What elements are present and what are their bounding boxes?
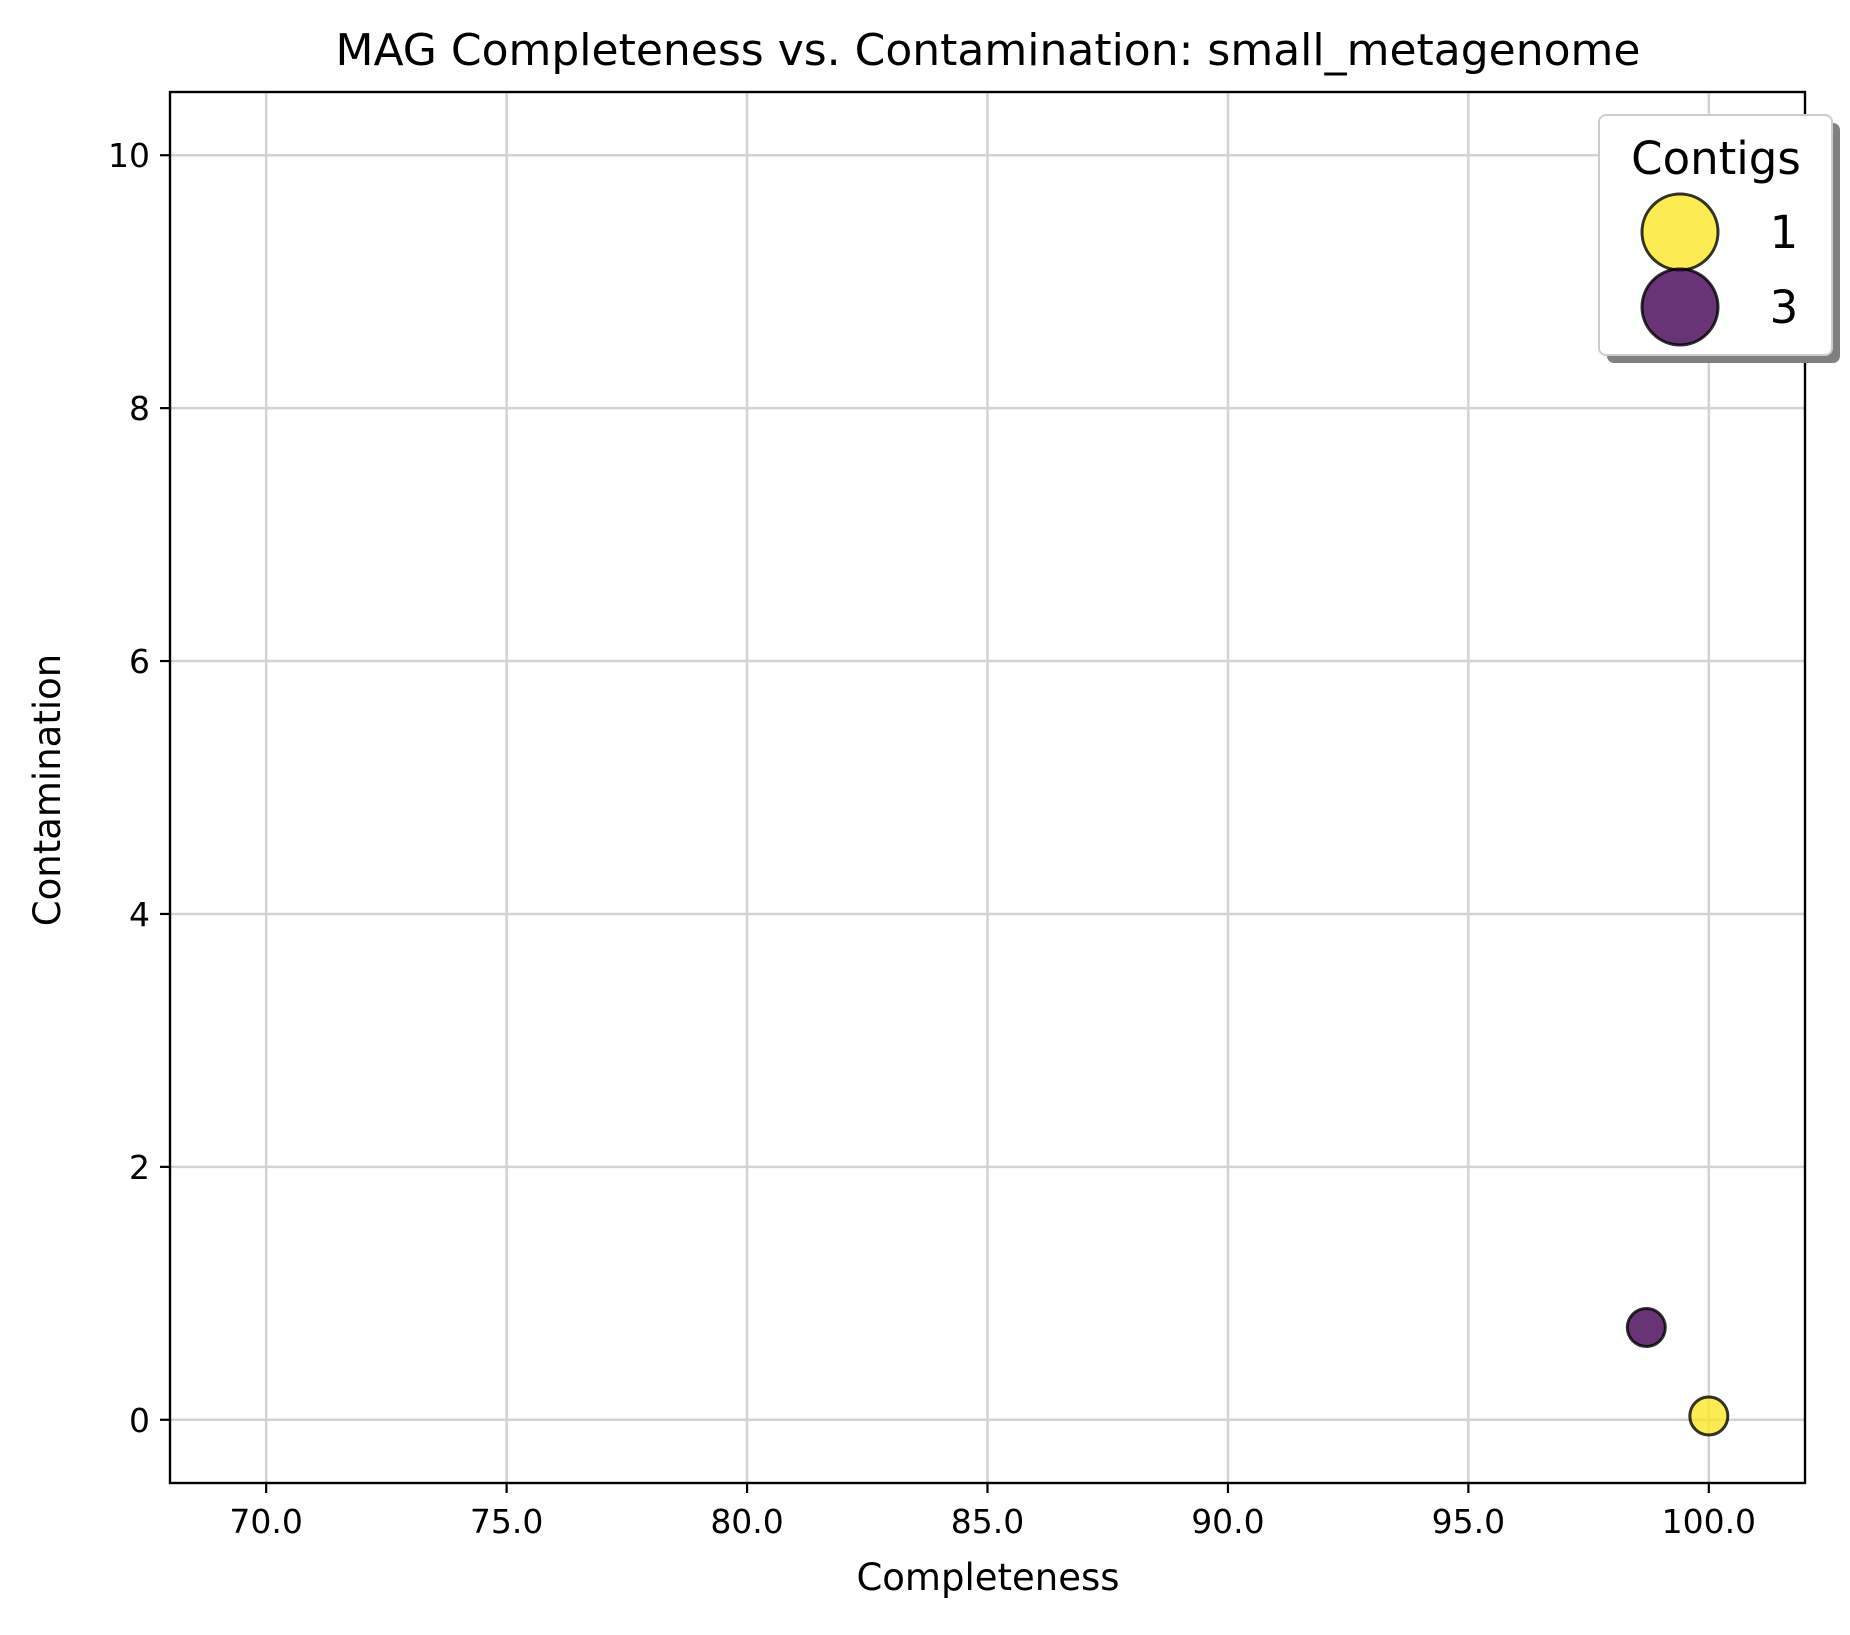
data-points (1625, 1306, 1730, 1437)
plot-frame (168, 90, 1807, 1485)
x-tick-label: 95.0 (1432, 1502, 1505, 1541)
y-tick-label: 6 (129, 642, 150, 681)
chart-title: MAG Completeness vs. Contamination: smal… (335, 25, 1640, 76)
y-tick-label: 2 (129, 1148, 150, 1187)
y-tick-label: 10 (108, 136, 150, 175)
x-tick-label: 90.0 (1191, 1502, 1264, 1541)
legend-marker (1640, 267, 1720, 347)
legend-label: 1 (1770, 206, 1799, 259)
x-tick-label: 85.0 (951, 1502, 1024, 1541)
x-axis-label: Completeness (856, 1556, 1119, 1599)
grid (170, 92, 1805, 1483)
x-tick-label: 100.0 (1662, 1502, 1756, 1541)
x-tick-label: 70.0 (229, 1502, 302, 1541)
y-tick-label: 4 (129, 895, 150, 934)
y-axis-label: Contamination (26, 654, 69, 926)
axis-ticks: 70.0 75.0 80.0 85.0 90.0 95.0 100.0 0 2 4 6 8 10 (108, 136, 1756, 1541)
x-tick-label: 75.0 (470, 1502, 543, 1541)
legend-marker (1640, 192, 1720, 272)
x-tick-label: 80.0 (710, 1502, 783, 1541)
data-point (1625, 1306, 1667, 1348)
y-tick-label: 0 (129, 1401, 150, 1440)
data-point (1688, 1395, 1730, 1437)
legend-label: 3 (1770, 281, 1799, 334)
legend-title: Contigs (1631, 132, 1801, 185)
legend: Contigs 1 3 (1598, 114, 1840, 363)
y-tick-label: 8 (129, 389, 150, 428)
